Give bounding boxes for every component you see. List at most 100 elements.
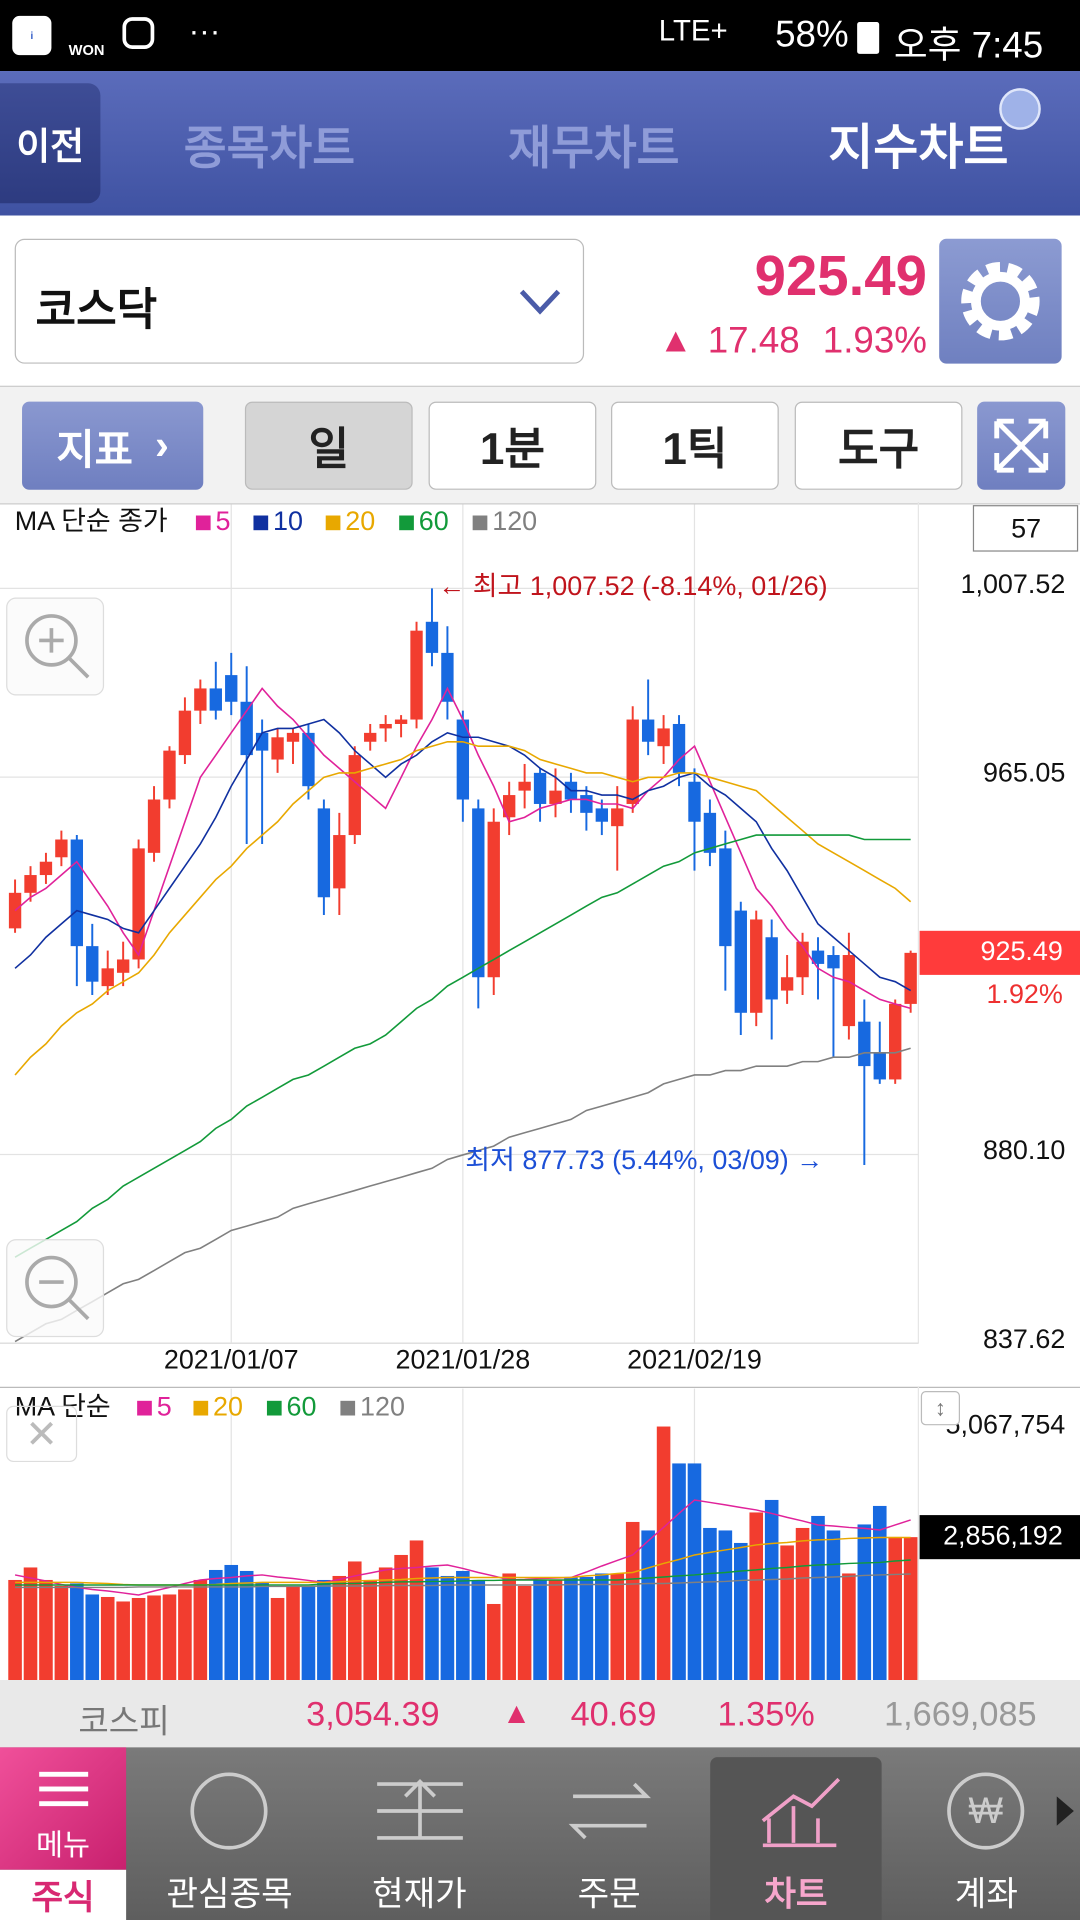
candle-body [858,1021,871,1067]
candle-body [302,732,315,787]
index-name: 코스닥 [35,284,158,335]
nav-tab[interactable]: 현재가 [372,1874,467,1913]
legend-swatch [193,1400,209,1416]
period-button[interactable]: 일 [244,401,413,490]
minute-button[interactable]: 1분 [428,401,597,490]
volume-bar [332,1575,347,1680]
volume-bar [502,1573,516,1680]
candle-body [194,688,207,711]
volume-bar [100,1596,115,1680]
candle-body [533,772,547,804]
settings-button[interactable] [939,238,1062,364]
volume-bar [749,1512,764,1680]
volume-bar [54,1585,69,1680]
legend-swatch [253,515,269,531]
nav-tab[interactable]: 주문 [577,1874,641,1913]
volume-bar [131,1597,146,1680]
candle-body [827,955,840,969]
legend-swatch [399,515,414,531]
ma-line [14,718,912,992]
dropdown-icon [519,289,561,315]
tab[interactable]: 재무차트 [508,123,680,175]
rotate-icon[interactable] [999,88,1041,130]
zoom-in[interactable] [6,597,105,696]
volume-bar [610,1573,625,1680]
indicator-button[interactable]: 지표 › [22,401,204,490]
volume-bar [888,1536,902,1680]
nav-tab-active[interactable]: 차트 [764,1874,828,1913]
header: 이전 종목차트 재무차트 지수차트 [0,71,1080,216]
back-button[interactable]: 이전 [0,83,101,204]
ma-line [14,686,911,1010]
volume-bar [903,1537,918,1680]
candle-body [703,812,717,853]
bottom-nav: 메뉴 주식 ₩ 관심종목 현재가 주문 차트 계좌 [0,1747,1080,1920]
close-indicator[interactable]: ✕ [6,1405,78,1463]
volume-bar [548,1579,563,1680]
nav-tab[interactable]: 계좌 [954,1874,1018,1913]
expand-button[interactable] [977,401,1066,490]
volume-bar [363,1579,378,1680]
tab-active[interactable]: 지수차트 [828,121,1009,176]
volume-bar [317,1579,331,1680]
volume-bar [378,1567,393,1680]
menu-button[interactable]: 메뉴 [0,1747,127,1870]
candle-body [780,977,794,991]
legend-swatch [195,515,211,531]
legend-label: 20 [345,506,375,536]
candle-body [889,1003,902,1080]
current-price: 925.49 [981,936,1063,966]
volume-bar [394,1554,408,1680]
volume-bar [39,1579,53,1680]
legend-label: 120 [492,506,537,536]
candle-body [904,952,917,1004]
resize-handle[interactable]: ↕ [920,1391,960,1426]
network: LTE+ [658,14,728,48]
volume-bar [687,1463,702,1680]
volume-bar [8,1579,22,1680]
candle-body [271,737,284,760]
tab[interactable]: 종목차트 [183,123,356,175]
price-chart: 57 1,007.52 965.05 880.10 837.62 2021/01/07 2… [0,502,1080,1375]
x-tick-label: 2021/01/28 [395,1345,530,1375]
candle-body [55,839,68,858]
ticker-change: 40.69 [570,1694,657,1733]
candle-body [364,732,377,742]
toolbar: 지표 › 일 1분 1틱 도구 [0,385,1080,505]
low-annotation: 최저 877.73 (5.44%, 03/09) → [465,1145,823,1175]
zoom-out[interactable] [6,1239,105,1338]
legend-swatch [472,515,488,531]
candle-body [750,919,763,1013]
clock: 오후 7:45 [893,25,1044,67]
candle-body [163,750,176,800]
volume-bar [224,1564,239,1680]
legend-label: 5 [157,1391,172,1421]
price: 925.49 [754,243,927,308]
volume-bar [239,1570,254,1680]
candle-body [147,799,161,853]
volume-bar [347,1561,362,1680]
index-select[interactable]: 코스닥 [14,238,585,364]
nav-tab[interactable]: 주식 [0,1869,127,1920]
volume-bar [425,1567,439,1680]
ma-line [14,1499,911,1596]
volume-bar [718,1530,733,1680]
nav-tab[interactable]: 관심종목 [166,1874,293,1913]
volume-bar [193,1579,208,1680]
tool-button[interactable]: 도구 [794,401,963,490]
volume-bar [672,1463,686,1680]
tick-button[interactable]: 1틱 [611,401,779,490]
up-arrow: ▲ [658,320,693,359]
candle-body [286,732,300,742]
change: 17.48 [707,320,800,362]
plot [8,588,917,1343]
volume-bar [842,1573,856,1680]
app-icon: i [12,15,52,56]
volume-bar [440,1575,455,1680]
candle-body [611,808,624,827]
candle-body [86,946,99,982]
candle-body [641,719,655,742]
volume-bar [811,1515,825,1680]
legend-label: 5 [216,506,231,536]
